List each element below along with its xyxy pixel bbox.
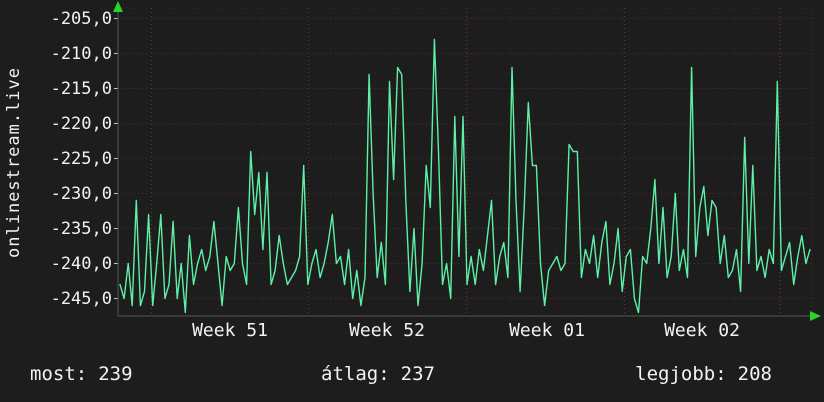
data-line bbox=[119, 38, 811, 314]
stats-row: most: 239 átlag: 237 legjobb: 208 bbox=[0, 362, 824, 388]
plot-border bbox=[117, 7, 813, 317]
stat-best-value: 208 bbox=[737, 363, 772, 385]
y-tick-label: -235,0 bbox=[50, 218, 112, 239]
stat-best: legjobb: 208 bbox=[635, 362, 772, 386]
y-tick-label: -225,0 bbox=[50, 148, 112, 169]
y-axis-arrow-icon bbox=[113, 1, 123, 12]
x-tick-label: Week 51 bbox=[192, 320, 268, 341]
y-tick-label: -230,0 bbox=[50, 183, 112, 204]
y-tick-label: -205,0 bbox=[50, 8, 112, 29]
y-tick-label: -245,0 bbox=[50, 288, 112, 309]
stat-most-value: 239 bbox=[98, 363, 133, 385]
stat-best-label: legjobb: bbox=[635, 363, 727, 385]
x-tick-label: Week 52 bbox=[349, 320, 425, 341]
y-tick-label: -210,0 bbox=[50, 43, 112, 64]
stat-most: most: 239 bbox=[30, 362, 133, 386]
stat-most-label: most: bbox=[30, 363, 88, 385]
x-tick-label: Week 01 bbox=[509, 320, 585, 341]
stat-average-label: átlag: bbox=[321, 363, 390, 385]
y-tick-label: -240,0 bbox=[50, 253, 112, 274]
y-tick-label: -220,0 bbox=[50, 113, 112, 134]
y-tick-label: -215,0 bbox=[50, 78, 112, 99]
x-tick-label: Week 02 bbox=[664, 320, 740, 341]
stat-average: átlag: 237 bbox=[321, 362, 435, 386]
stat-average-value: 237 bbox=[400, 363, 435, 385]
x-axis-arrow-icon bbox=[810, 311, 821, 321]
